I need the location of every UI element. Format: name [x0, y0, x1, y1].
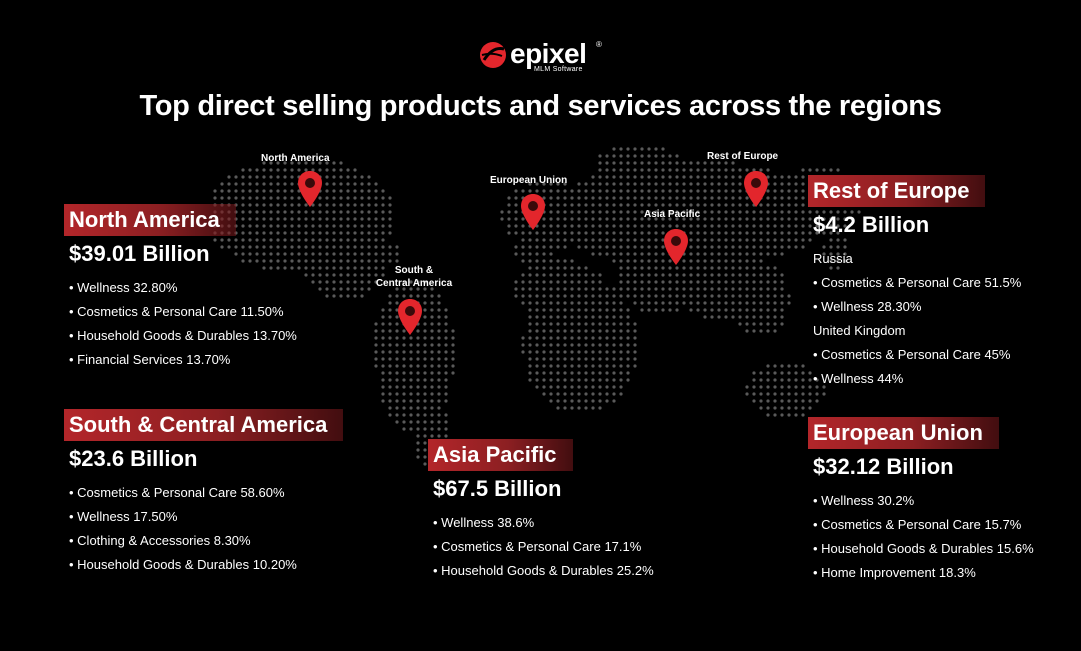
brand-tagline: MLM Software	[534, 66, 583, 73]
region-european-union: European Union $32.12 Billion Wellness 3…	[808, 417, 1034, 585]
list-item: Cosmetics & Personal Care 17.1%	[433, 535, 654, 559]
pin-label-european-union: European Union	[490, 175, 568, 186]
brand-name: epixel	[510, 38, 587, 69]
location-pin-icon	[521, 194, 545, 230]
list-item: Household Goods & Durables 15.6%	[813, 537, 1033, 561]
product-list: Cosmetics & Personal Care 51.5% Wellness…	[808, 271, 1021, 319]
region-amount: $67.5 Billion	[433, 476, 562, 501]
location-pin-icon	[744, 171, 768, 207]
list-item: Cosmetics & Personal Care 51.5%	[813, 271, 1021, 295]
list-item: Cosmetics & Personal Care 15.7%	[813, 513, 1034, 537]
product-list: Cosmetics & Personal Care 58.60% Wellnes…	[64, 481, 343, 577]
pin-label-south-central-america: South & Central America	[368, 264, 460, 290]
region-amount: $4.2 Billion	[813, 212, 930, 237]
pin-label-asia-pacific: Asia Pacific	[644, 209, 701, 220]
list-item: Home Improvement 18.3%	[813, 561, 1034, 585]
list-item: Cosmetics & Personal Care 45%	[813, 343, 1021, 367]
list-item: Wellness 17.50%	[69, 505, 343, 529]
brand-logo: epixel ® MLM Software	[478, 38, 608, 78]
country-name: United Kingdom	[813, 323, 906, 338]
region-amount: $23.6 Billion	[69, 446, 198, 471]
region-asia-pacific: Asia Pacific $67.5 Billion Wellness 38.6…	[428, 439, 654, 583]
page-title: Top direct selling products and services…	[139, 90, 942, 122]
region-title: South & Central America	[64, 409, 344, 441]
epixel-logo-icon	[480, 42, 506, 68]
country-name: Russia	[813, 251, 853, 266]
region-rest-of-europe: Rest of Europe $4.2 Billion Russia Cosme…	[808, 175, 1021, 391]
list-item: Wellness 32.80%	[69, 276, 297, 300]
product-list: Wellness 32.80% Cosmetics & Personal Car…	[64, 276, 297, 372]
location-pin-icon	[398, 299, 422, 335]
product-list: Cosmetics & Personal Care 45% Wellness 4…	[808, 343, 1021, 391]
region-amount: $32.12 Billion	[813, 454, 954, 479]
product-list: Wellness 30.2% Cosmetics & Personal Care…	[808, 489, 1034, 585]
region-title: European Union	[808, 417, 999, 449]
list-item: Household Goods & Durables 25.2%	[433, 559, 653, 583]
list-item: Household Goods & Durables 10.20%	[69, 553, 343, 577]
pin-label-line: Central America	[375, 278, 453, 289]
region-title: Asia Pacific	[428, 439, 573, 471]
registered-mark: ®	[596, 40, 602, 49]
list-item: Wellness 28.30%	[813, 295, 1021, 319]
product-list: Wellness 38.6% Cosmetics & Personal Care…	[428, 511, 654, 583]
location-pin-icon	[664, 229, 688, 265]
list-item: Wellness 44%	[813, 367, 1021, 391]
pin-label-line: South &	[394, 265, 434, 276]
list-item: Cosmetics & Personal Care 58.60%	[69, 481, 343, 505]
list-item: Financial Services 13.70%	[69, 348, 297, 372]
list-item: Clothing & Accessories 8.30%	[69, 529, 343, 553]
region-south-central-america: South & Central America $23.6 Billion Co…	[64, 409, 344, 577]
region-north-america: North America $39.01 Billion Wellness 32…	[64, 204, 297, 372]
region-amount: $39.01 Billion	[69, 241, 210, 266]
pin-label-rest-of-europe: Rest of Europe	[707, 151, 779, 162]
list-item: Wellness 30.2%	[813, 489, 1034, 513]
list-item: Wellness 38.6%	[433, 511, 654, 535]
region-title: Rest of Europe	[808, 175, 986, 207]
location-pin-icon	[298, 171, 322, 207]
region-title: North America	[64, 204, 236, 236]
pin-label-north-america: North America	[261, 153, 330, 164]
list-item: Cosmetics & Personal Care 11.50%	[69, 300, 297, 324]
list-item: Household Goods & Durables 13.70%	[69, 324, 297, 348]
